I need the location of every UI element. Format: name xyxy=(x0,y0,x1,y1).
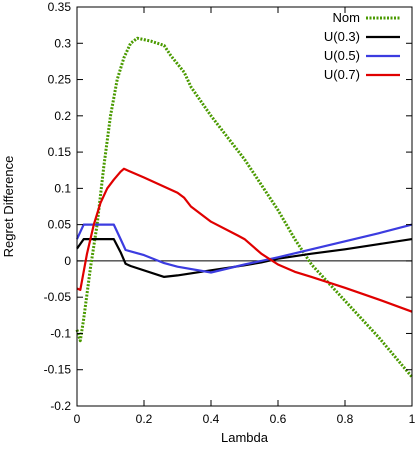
y-tick-label: 0.05 xyxy=(48,218,72,232)
y-tick-label: 0.15 xyxy=(48,145,72,159)
y-tick-label: -0.05 xyxy=(44,290,72,304)
y-tick-label: 0.3 xyxy=(54,36,71,50)
y-tick-label: 0 xyxy=(64,254,71,268)
x-tick-label: 0 xyxy=(74,412,81,426)
series-line-u-0-3 xyxy=(76,238,413,278)
x-axis-title: Lambda xyxy=(221,430,269,445)
y-tick-label: -0.15 xyxy=(44,363,72,377)
legend-label-u-0-3: U(0.3) xyxy=(324,29,360,44)
x-tick-label: 1 xyxy=(409,412,415,426)
x-tick-label: 0.8 xyxy=(337,412,354,426)
legend-label-u-0-5: U(0.5) xyxy=(324,48,360,63)
y-tick-label: -0.1 xyxy=(50,326,71,340)
x-tick-label: 0.6 xyxy=(270,412,287,426)
y-tick-label: 0.35 xyxy=(48,0,72,14)
y-tick-label: -0.2 xyxy=(50,399,71,413)
ticks-layer: -0.2 -0.15 -0.1 -0.05 0 0.05 0.1 0.15 0.2 0.25 0.3… xyxy=(44,0,415,426)
y-tick-label: 0.1 xyxy=(54,181,71,195)
y-tick-label: 0.25 xyxy=(48,73,72,87)
y-axis-title: Regret Difference xyxy=(1,156,16,258)
legend-label-u-0-7: U(0.7) xyxy=(324,67,360,82)
series-line-nom xyxy=(75,36,414,378)
legend: Nom U(0.3) U(0.5) U(0.7) xyxy=(324,10,400,82)
x-tick-label: 0.4 xyxy=(203,412,220,426)
series-line-u-0-7 xyxy=(76,167,413,313)
series-line-u-0-5 xyxy=(76,223,413,274)
x-tick-label: 0.2 xyxy=(136,412,153,426)
legend-label-nom: Nom xyxy=(333,10,360,25)
plot-frame xyxy=(76,6,413,407)
series-layer xyxy=(75,36,414,378)
y-tick-label: 0.2 xyxy=(54,109,71,123)
